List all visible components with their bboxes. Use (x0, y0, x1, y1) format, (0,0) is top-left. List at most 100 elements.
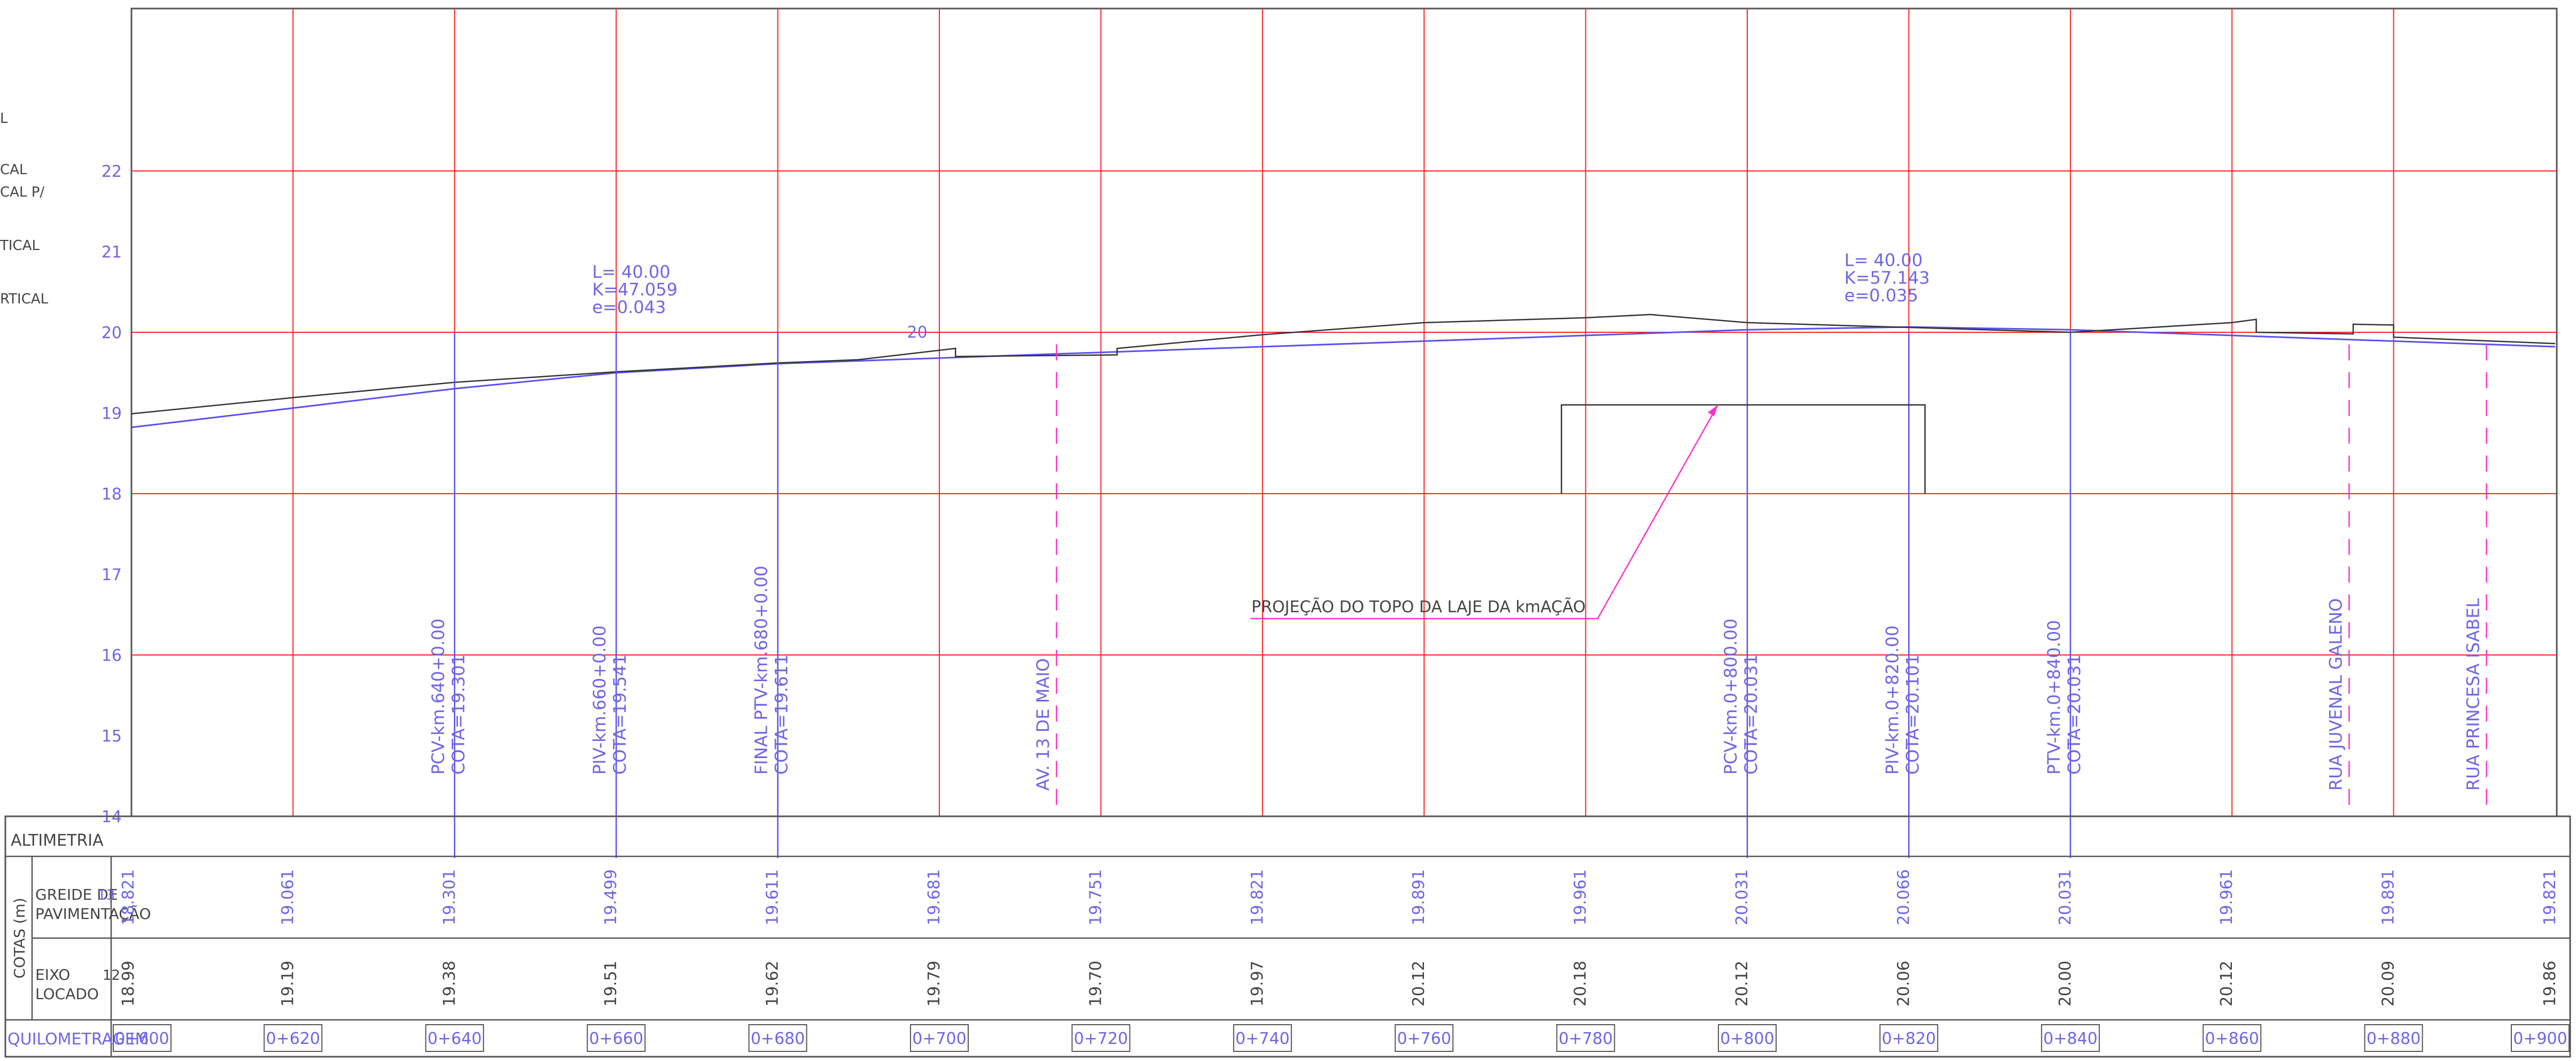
elevation-tick-label: 22 (102, 162, 122, 181)
eixo-value: 19.62 (764, 961, 782, 1007)
km-cell-box (587, 1024, 646, 1052)
terrain-line (131, 314, 2556, 415)
marker-label-piv-660: PIV-km.660+0.00COTA=19.541 (589, 626, 630, 775)
curve-1-line-3: e=0.043 (592, 297, 666, 317)
legend-fragments: L CAL CAL P/TICAL RTICAL (0, 111, 49, 307)
marker-label-line: COTA=20.031 (1741, 654, 1761, 775)
km-value: 0+620 (266, 1029, 320, 1048)
km-value: 0+880 (2367, 1029, 2421, 1048)
greide-value: 19.611 (764, 869, 782, 925)
km-cell-box (263, 1024, 323, 1052)
eixo-value: 19.51 (602, 961, 620, 1007)
marker-label-line: PCV-km.640+0.00 (428, 619, 448, 775)
legend-fragment: CAL P/ (0, 184, 44, 200)
km-value: 0+760 (1397, 1029, 1451, 1048)
km-cell-box (1233, 1024, 1292, 1052)
eixo-label-line2: LOCADO (35, 985, 99, 1003)
km-value: 0+720 (1074, 1029, 1128, 1048)
km-cell-box (113, 1024, 172, 1052)
km-value: 0+780 (1559, 1029, 1613, 1048)
curve-2-line-1: L= 40.00 (1845, 250, 1923, 270)
greide-value: 19.961 (2217, 869, 2236, 925)
km-cell-box (748, 1024, 807, 1052)
eixo-value: 19.19 (278, 961, 297, 1007)
km-cell-box (2511, 1024, 2570, 1052)
plot-border (130, 7, 2558, 817)
eixo-value: 19.86 (2541, 961, 2559, 1007)
km-cell-box (2041, 1024, 2100, 1052)
eixo-value: 20.09 (2379, 961, 2398, 1007)
marker-label-line: COTA=19.301 (448, 654, 469, 775)
km-cell-box (910, 1024, 969, 1052)
projection-note-group: PROJEÇÃO DO TOPO DA LAJE DA kmAÇÃO (1250, 404, 1926, 620)
greide-value: 19.681 (925, 869, 944, 925)
km-value: 0+840 (2043, 1029, 2097, 1048)
projection-leader-arrow (1708, 405, 1718, 416)
marker-label-line: PIV-km.0+820.00 (1882, 626, 1902, 775)
greide-overlap-label: 13 (97, 887, 115, 903)
quilometragem-label: QUILOMETRAGEM (7, 1030, 149, 1049)
elevation-tick-label: 17 (102, 566, 122, 584)
terrain-marker-label: 20 (907, 323, 928, 342)
greide-value: 19.821 (2541, 869, 2559, 925)
curve-1-line-1: L= 40.00 (592, 262, 670, 282)
km-value: 0+700 (912, 1029, 966, 1048)
projection-note: PROJEÇÃO DO TOPO DA LAJE DA kmAÇÃO (1251, 597, 1586, 617)
curve-1-line-2: K=47.059 (592, 279, 678, 300)
eixo-value: 20.06 (1894, 961, 1913, 1007)
station-markers: PCV-km.640+0.00COTA=19.301 PIV-km.660+0.0… (428, 332, 2487, 858)
elevation-tick-label: 16 (102, 646, 122, 665)
km-cell-box (2203, 1024, 2262, 1052)
eixo-value: 20.12 (2217, 961, 2236, 1007)
km-cell-box (1071, 1024, 1131, 1052)
km-cell-box (1879, 1024, 1939, 1052)
eixo-value: 20.12 (1733, 961, 1752, 1007)
km-cell-box (1718, 1024, 1777, 1052)
eixo-value: 19.70 (1086, 961, 1105, 1007)
legend-fragment: L (0, 111, 8, 127)
km-value: 0+740 (1235, 1029, 1289, 1048)
km-value: 0+900 (2513, 1029, 2567, 1048)
eixo-value: 20.18 (1571, 961, 1590, 1007)
greide-value: 20.066 (1894, 869, 1913, 925)
elevation-tick-label: 21 (102, 243, 122, 262)
km-value: 0+860 (2205, 1029, 2259, 1048)
table-title: ALTIMETRIA (11, 831, 104, 850)
altimetria-table: ALTIMETRIA COTAS (m) GREIDE DE PAVIMENTAÇÃO… (4, 815, 2571, 1058)
marker-label-line: PCV-km.0+800.00 (1721, 619, 1741, 775)
greide-value: 19.821 (1248, 869, 1267, 925)
km-cell-box (1556, 1024, 1615, 1052)
km-value: 0+800 (1720, 1029, 1774, 1048)
design-grade-line (131, 326, 2556, 428)
curve-2-line-3: e=0.035 (1845, 285, 1918, 306)
eixo-value: 19.38 (440, 961, 459, 1007)
street-label-rua-juvenal-galeno: RUA JUVENAL GALENO (2325, 598, 2346, 791)
km-value: 0+660 (589, 1029, 643, 1048)
marker-label-line: FINAL PTV-km.680+0.00 (751, 566, 772, 775)
km-cell-box (1395, 1024, 1454, 1052)
eixo-label-line1: EIXO (35, 966, 70, 984)
marker-label-piv-820: PIV-km.0+820.00COTA=20.101 (1882, 626, 1923, 775)
profile-lines: 20 (131, 314, 2556, 428)
greide-value: 20.031 (2056, 869, 2075, 925)
greide-value: 19.301 (440, 869, 459, 925)
curve-2-line-2: K=57.143 (1845, 268, 1930, 288)
marker-label-ptv-840: PTV-km.0+840.00COTA=20.031 (2044, 620, 2084, 775)
km-cell-box (2364, 1024, 2423, 1052)
greide-label-line2: PAVIMENTAÇÃO (35, 905, 151, 923)
projection-leader-line (1250, 404, 1719, 620)
greide-value: 19.061 (278, 869, 297, 925)
elevation-grid (131, 9, 2557, 816)
table-border (4, 815, 2571, 1058)
marker-label-line: PTV-km.0+840.00 (2044, 620, 2064, 775)
greide-value: 19.891 (1410, 869, 1428, 925)
drawing-frame (130, 7, 2558, 817)
elevation-tick-label: 18 (102, 485, 122, 504)
greide-value: 19.891 (2379, 869, 2398, 925)
eixo-value: 19.97 (1248, 961, 1267, 1007)
eixo-overlap-label: 12 (103, 968, 120, 984)
greide-value: 18.821 (119, 869, 138, 925)
greide-value: 19.751 (1086, 869, 1105, 925)
slab-projection-box (1560, 404, 1926, 494)
